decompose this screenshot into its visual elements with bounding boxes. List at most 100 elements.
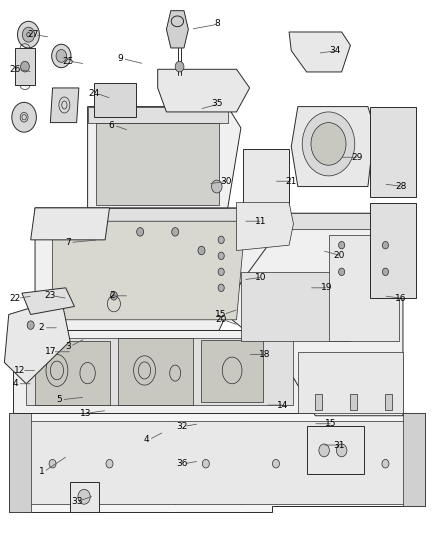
Circle shape: [382, 459, 389, 468]
Text: 10: 10: [255, 273, 266, 281]
Text: 35: 35: [211, 100, 223, 108]
Text: 15: 15: [215, 310, 227, 319]
Text: 20: 20: [334, 252, 345, 260]
Circle shape: [202, 459, 209, 468]
Circle shape: [302, 112, 355, 176]
Text: 11: 11: [255, 217, 266, 225]
Polygon shape: [35, 208, 276, 330]
Polygon shape: [88, 107, 228, 123]
Polygon shape: [370, 107, 416, 197]
Text: 29: 29: [351, 153, 363, 161]
Polygon shape: [31, 208, 110, 240]
Text: 21: 21: [286, 177, 297, 185]
Polygon shape: [35, 341, 110, 405]
Polygon shape: [18, 421, 416, 504]
Polygon shape: [118, 338, 193, 405]
Text: 34: 34: [329, 46, 341, 55]
Text: 26: 26: [10, 65, 21, 74]
Polygon shape: [307, 426, 364, 474]
Polygon shape: [237, 203, 293, 251]
Circle shape: [49, 459, 56, 468]
Text: 30: 30: [220, 177, 231, 185]
Text: 5: 5: [56, 395, 62, 404]
Text: 23: 23: [45, 292, 56, 300]
Polygon shape: [243, 149, 289, 208]
Circle shape: [218, 284, 224, 292]
Text: 8: 8: [214, 20, 220, 28]
Text: 24: 24: [88, 89, 100, 98]
Polygon shape: [315, 394, 322, 410]
Polygon shape: [158, 69, 250, 112]
Circle shape: [18, 21, 39, 48]
Polygon shape: [94, 83, 136, 117]
Text: 13: 13: [80, 409, 91, 417]
Text: 2: 2: [39, 324, 44, 332]
Circle shape: [339, 241, 345, 249]
Polygon shape: [289, 32, 350, 72]
Circle shape: [175, 61, 184, 72]
Polygon shape: [241, 272, 350, 341]
Circle shape: [218, 268, 224, 276]
Circle shape: [172, 228, 179, 236]
Circle shape: [212, 180, 222, 193]
Circle shape: [382, 241, 389, 249]
Text: 3: 3: [65, 342, 71, 351]
Polygon shape: [166, 11, 188, 48]
Circle shape: [319, 444, 329, 457]
Polygon shape: [70, 482, 99, 512]
Text: 15: 15: [325, 419, 336, 428]
Polygon shape: [403, 413, 425, 506]
Circle shape: [27, 321, 34, 329]
Circle shape: [137, 228, 144, 236]
Text: 19: 19: [321, 284, 332, 292]
Text: 17: 17: [45, 348, 56, 356]
Text: 33: 33: [71, 497, 82, 505]
Text: 25: 25: [62, 57, 74, 66]
Polygon shape: [13, 330, 307, 413]
Text: 2: 2: [109, 292, 114, 300]
Polygon shape: [26, 338, 293, 405]
Circle shape: [22, 27, 35, 42]
Text: 28: 28: [395, 182, 406, 191]
Text: 7: 7: [65, 238, 71, 247]
Circle shape: [110, 292, 117, 300]
Polygon shape: [370, 203, 416, 298]
Polygon shape: [385, 394, 392, 410]
Text: 22: 22: [10, 294, 21, 303]
Polygon shape: [44, 208, 263, 221]
Circle shape: [336, 444, 347, 457]
Polygon shape: [219, 213, 394, 229]
Polygon shape: [50, 88, 79, 123]
Text: 4: 4: [13, 379, 18, 388]
Circle shape: [339, 268, 345, 276]
Text: 20: 20: [215, 316, 227, 324]
Text: 16: 16: [395, 294, 406, 303]
Circle shape: [325, 459, 332, 468]
Polygon shape: [219, 213, 403, 416]
Text: 27: 27: [27, 30, 39, 39]
Polygon shape: [96, 123, 219, 205]
Polygon shape: [9, 413, 31, 512]
Circle shape: [198, 246, 205, 255]
Circle shape: [21, 61, 29, 72]
Circle shape: [272, 459, 279, 468]
Text: 14: 14: [277, 401, 288, 409]
Circle shape: [311, 123, 346, 165]
Circle shape: [218, 252, 224, 260]
Text: 32: 32: [176, 422, 187, 431]
Circle shape: [106, 459, 113, 468]
Circle shape: [52, 44, 71, 68]
Circle shape: [56, 50, 67, 62]
Polygon shape: [53, 221, 245, 320]
Circle shape: [218, 236, 224, 244]
Polygon shape: [291, 107, 374, 187]
Polygon shape: [88, 107, 241, 208]
Polygon shape: [4, 298, 70, 384]
Polygon shape: [22, 288, 74, 314]
Text: 9: 9: [117, 54, 124, 63]
Text: 4: 4: [144, 435, 149, 444]
Text: 1: 1: [39, 467, 45, 476]
Polygon shape: [298, 352, 403, 413]
Polygon shape: [9, 413, 425, 512]
Text: 6: 6: [109, 121, 115, 130]
